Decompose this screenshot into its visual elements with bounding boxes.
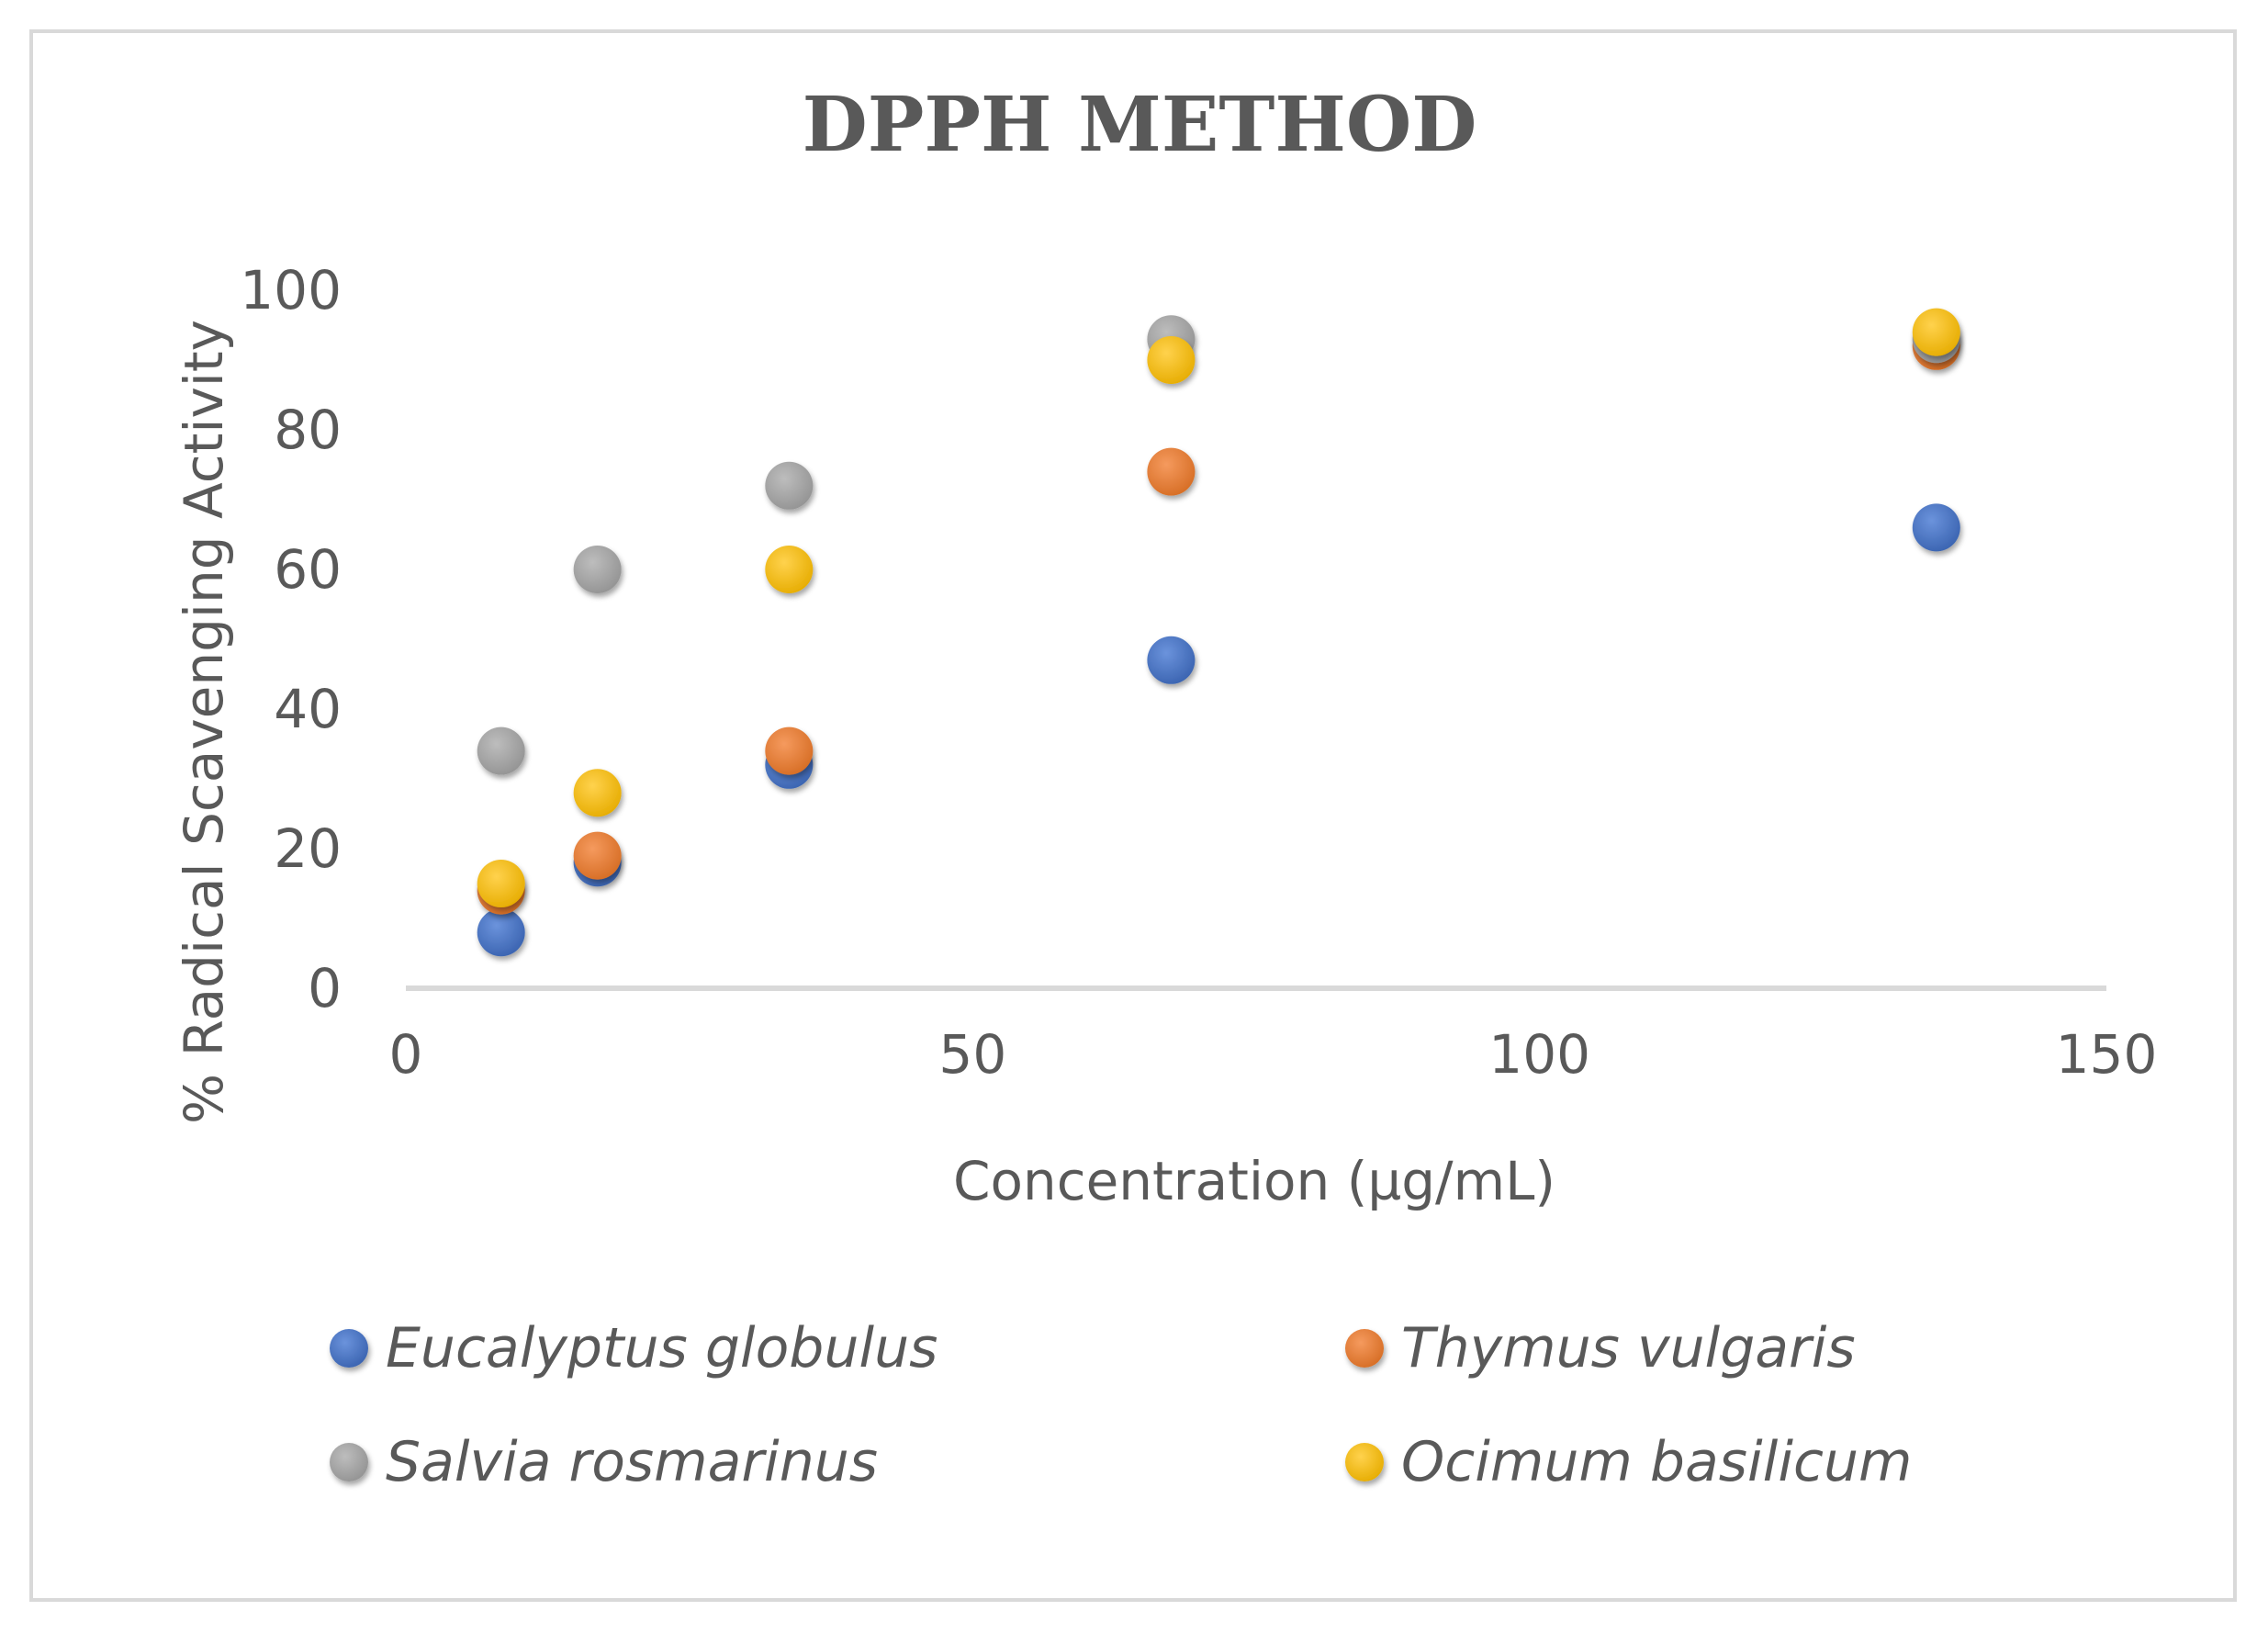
y-axis-ticks: 0 20 40 60 80 100 xyxy=(240,259,342,1019)
point-eucalyptus[interactable] xyxy=(477,908,525,957)
y-axis-title: % Radical Scavenging Activity xyxy=(173,320,235,1124)
legend-item-eucalyptus[interactable]: Eucalyptus globulus xyxy=(330,1316,938,1380)
point-thymus[interactable] xyxy=(573,831,622,880)
legend: Eucalyptus globulus Thymus vulgaris Salv… xyxy=(330,1316,1912,1494)
legend-marker-ocimum xyxy=(1345,1443,1384,1481)
point-salvia[interactable] xyxy=(573,546,622,593)
x-tick-label: 100 xyxy=(1488,1023,1590,1086)
legend-label-salvia: Salvia rosmarinus xyxy=(386,1430,878,1494)
y-tick-label: 0 xyxy=(308,957,342,1019)
x-axis-title: Concentration (µg/mL) xyxy=(953,1150,1555,1212)
legend-label-ocimum: Ocimum basilicum xyxy=(1401,1430,1912,1494)
point-ocimum[interactable] xyxy=(1912,308,1960,356)
x-tick-label: 150 xyxy=(2056,1023,2158,1086)
scatter-chart: DPPH METHOD % Radical Scavenging Activit… xyxy=(173,81,2158,1494)
legend-item-salvia[interactable]: Salvia rosmarinus xyxy=(330,1430,878,1494)
point-ocimum[interactable] xyxy=(573,769,622,817)
legend-item-ocimum[interactable]: Ocimum basilicum xyxy=(1345,1430,1912,1494)
point-eucalyptus[interactable] xyxy=(1912,503,1960,552)
y-tick-label: 20 xyxy=(274,817,342,880)
point-eucalyptus[interactable] xyxy=(1147,636,1196,684)
point-thymus[interactable] xyxy=(1147,447,1196,496)
point-ocimum[interactable] xyxy=(477,860,525,907)
point-salvia[interactable] xyxy=(477,726,525,775)
x-axis-ticks: 0 50 100 150 xyxy=(389,1023,2158,1086)
x-tick-label: 50 xyxy=(938,1023,1006,1086)
legend-item-thymus[interactable]: Thymus vulgaris xyxy=(1345,1316,1856,1380)
point-salvia[interactable] xyxy=(765,461,814,510)
point-ocimum[interactable] xyxy=(1147,336,1196,384)
x-tick-label: 0 xyxy=(389,1023,423,1086)
y-tick-label: 100 xyxy=(240,259,342,321)
chart-frame: DPPH METHOD % Radical Scavenging Activit… xyxy=(29,29,2237,1602)
legend-marker-eucalyptus xyxy=(330,1329,368,1368)
legend-marker-thymus xyxy=(1345,1329,1384,1368)
point-ocimum[interactable] xyxy=(765,546,814,593)
data-points xyxy=(477,308,1960,957)
chart-title: DPPH METHOD xyxy=(803,81,1477,169)
y-tick-label: 80 xyxy=(274,399,342,461)
legend-marker-salvia xyxy=(330,1443,368,1481)
legend-label-thymus: Thymus vulgaris xyxy=(1401,1316,1856,1380)
legend-label-eucalyptus: Eucalyptus globulus xyxy=(386,1316,938,1380)
point-thymus[interactable] xyxy=(765,726,814,775)
y-tick-label: 40 xyxy=(274,678,342,740)
y-tick-label: 60 xyxy=(274,538,342,601)
